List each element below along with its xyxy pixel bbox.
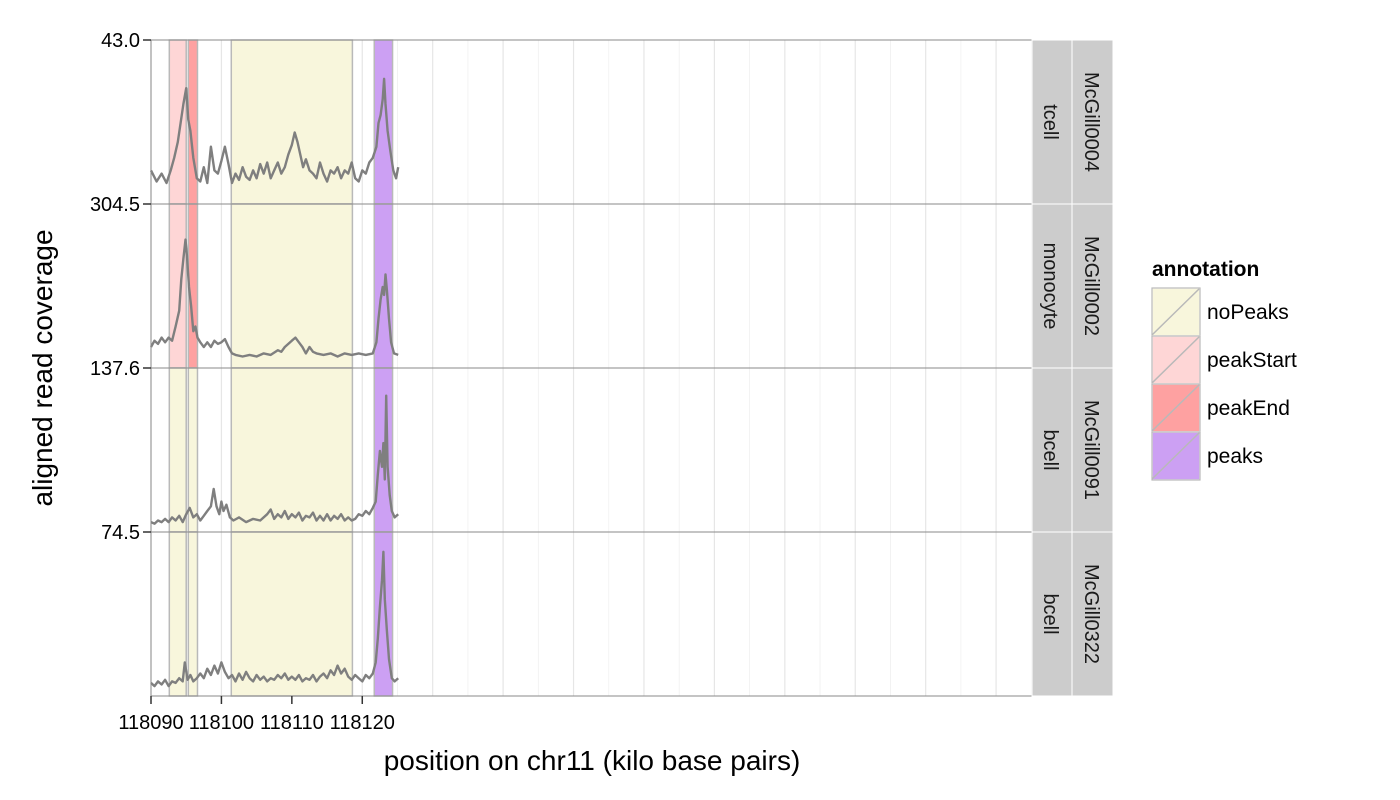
facet-panels: tcell McGill0004 monocyte McGill0002 bcell Mc… xyxy=(149,39,1114,697)
panel-3: bcell McGill0091 xyxy=(150,367,1114,533)
legend: annotation noPeaks peakStart peakEnd peaks xyxy=(1151,258,1297,481)
panel-1: tcell McGill0004 xyxy=(149,39,1114,205)
strip-label-celltype: tcell xyxy=(1039,104,1061,140)
strip-sample-background xyxy=(1071,531,1114,697)
legend-label-peakEnd: peakEnd xyxy=(1207,397,1290,420)
strip-sample-background xyxy=(1071,367,1114,533)
legend-key-slash xyxy=(1151,288,1200,336)
annotation-noPeaks xyxy=(230,203,354,369)
x-tick-label: 118090 xyxy=(118,712,183,734)
legend-key-slash xyxy=(1151,384,1200,432)
legend-key-slash xyxy=(1151,432,1200,480)
panel-2: monocyte McGill0002 xyxy=(149,203,1114,369)
panel-4: bcell McGill0322 xyxy=(150,531,1114,697)
x-axis: 118090 118100 118110 118120 xyxy=(118,696,395,734)
strip-celltype-background xyxy=(1031,531,1073,697)
strip-celltype-background xyxy=(1031,367,1073,533)
x-axis-title: position on chr11 (kilo base pairs) xyxy=(384,745,801,776)
x-tick-label: 118100 xyxy=(189,712,254,734)
strip-celltype-background xyxy=(1031,203,1073,369)
y-axis-title: aligned read coverage xyxy=(27,229,58,506)
annotation-peakStart xyxy=(168,203,187,369)
y-tick-label: 74.5 xyxy=(101,522,140,544)
annotation-peakStart xyxy=(168,39,187,205)
strip-label-sample: McGill0002 xyxy=(1080,236,1102,336)
annotation-noPeaks xyxy=(168,367,187,533)
y-tick-label: 304.5 xyxy=(90,194,140,216)
y-tick-label: 43.0 xyxy=(101,30,140,52)
legend-label-peaks: peaks xyxy=(1207,445,1263,468)
annotation-noPeaks xyxy=(230,531,354,697)
y-axis: 43.0 304.5 137.6 74.5 xyxy=(90,30,152,696)
coverage-line xyxy=(150,394,400,525)
strip-sample-background xyxy=(1071,203,1114,369)
legend-label-peakStart: peakStart xyxy=(1207,349,1297,372)
legend-title: annotation xyxy=(1152,258,1259,281)
strip-label-celltype: bcell xyxy=(1039,429,1061,470)
legend-label-noPeaks: noPeaks xyxy=(1207,301,1289,324)
coverage-line xyxy=(149,238,399,358)
annotation-noPeaks xyxy=(187,531,199,697)
strip-label-sample: McGill0322 xyxy=(1080,564,1102,664)
strip-label-celltype: bcell xyxy=(1039,593,1061,634)
strip-label-celltype: monocyte xyxy=(1039,243,1061,330)
coverage-line xyxy=(149,77,400,185)
x-tick-label: 118110 xyxy=(260,712,324,734)
x-tick-label: 118120 xyxy=(330,712,395,734)
strip-label-sample: McGill0004 xyxy=(1080,72,1102,172)
annotation-noPeaks xyxy=(230,367,354,533)
strip-label-sample: McGill0091 xyxy=(1080,400,1102,500)
y-tick-label: 137.6 xyxy=(90,358,140,380)
legend-key-slash xyxy=(1151,336,1200,384)
legend-key-border xyxy=(1151,431,1201,481)
annotation-peaks xyxy=(373,39,394,205)
coverage-line xyxy=(150,550,400,688)
